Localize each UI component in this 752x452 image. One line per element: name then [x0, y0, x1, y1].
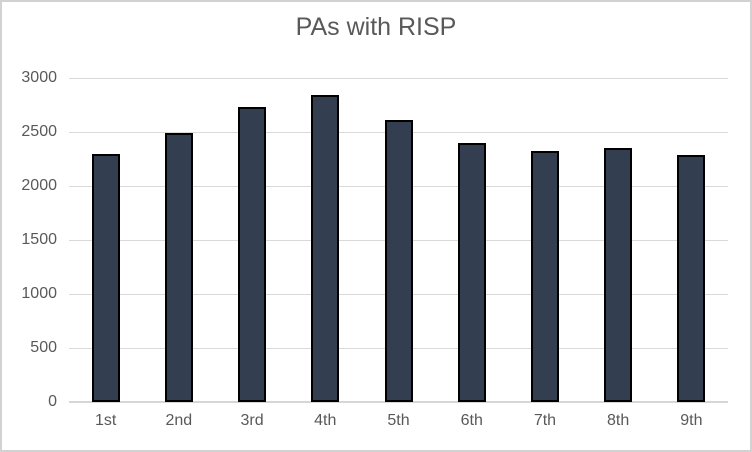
y-axis-tick-label: 1000	[21, 285, 57, 302]
bar-5th	[384, 120, 413, 402]
bar-1st	[91, 153, 120, 402]
x-axis-tick-label: 5th	[387, 412, 410, 429]
chart-title: PAs with RISP	[295, 13, 457, 41]
y-axis-tick-label: 0	[48, 393, 57, 410]
y-axis-tick-label: 3000	[21, 69, 57, 86]
bar-4th	[311, 95, 340, 402]
x-axis-tick-label: 2nd	[165, 412, 193, 429]
bar-8th	[604, 148, 633, 402]
y-axis-tick-label: 2500	[21, 123, 57, 140]
x-axis-tick-label: 1st	[94, 412, 117, 429]
x-axis-tick-label: 6th	[460, 412, 483, 429]
y-axis-tick-label: 1500	[21, 231, 57, 248]
bar-6th	[457, 142, 486, 402]
y-axis-tick-label: 500	[30, 339, 57, 356]
x-axis-line	[69, 401, 728, 403]
bar-7th	[530, 151, 559, 402]
x-axis-tick-label: 8th	[607, 412, 630, 429]
bar-9th	[677, 154, 706, 402]
x-axis-tick-label: 7th	[533, 412, 557, 429]
x-axis-tick-label: 9th	[680, 412, 703, 429]
bar-2nd	[164, 133, 193, 402]
x-axis-tick-label: 4th	[314, 412, 337, 429]
x-axis-tick-label: 3rd	[240, 412, 264, 429]
y-axis-tick-label: 2000	[21, 177, 57, 194]
gridline	[69, 78, 728, 79]
bar-3rd	[238, 107, 267, 402]
